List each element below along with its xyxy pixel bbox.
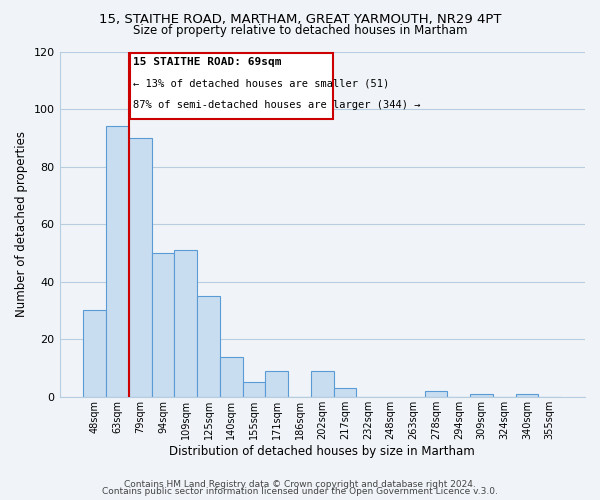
- Bar: [334, 388, 356, 397]
- Bar: [311, 371, 334, 397]
- FancyBboxPatch shape: [130, 53, 332, 119]
- Text: Contains HM Land Registry data © Crown copyright and database right 2024.: Contains HM Land Registry data © Crown c…: [124, 480, 476, 489]
- Text: 15 STAITHE ROAD: 69sqm: 15 STAITHE ROAD: 69sqm: [133, 58, 282, 68]
- Text: Size of property relative to detached houses in Martham: Size of property relative to detached ho…: [133, 24, 467, 37]
- Bar: [197, 296, 220, 397]
- X-axis label: Distribution of detached houses by size in Martham: Distribution of detached houses by size …: [169, 444, 475, 458]
- Y-axis label: Number of detached properties: Number of detached properties: [15, 131, 28, 317]
- Bar: [175, 250, 197, 397]
- Bar: [470, 394, 493, 397]
- Text: 15, STAITHE ROAD, MARTHAM, GREAT YARMOUTH, NR29 4PT: 15, STAITHE ROAD, MARTHAM, GREAT YARMOUT…: [99, 12, 501, 26]
- Bar: [425, 391, 448, 397]
- Bar: [515, 394, 538, 397]
- Text: ← 13% of detached houses are smaller (51): ← 13% of detached houses are smaller (51…: [133, 79, 390, 89]
- Bar: [152, 253, 175, 397]
- Bar: [220, 356, 242, 397]
- Bar: [83, 310, 106, 397]
- Bar: [129, 138, 152, 397]
- Bar: [265, 371, 288, 397]
- Text: Contains public sector information licensed under the Open Government Licence v.: Contains public sector information licen…: [102, 488, 498, 496]
- Text: 87% of semi-detached houses are larger (344) →: 87% of semi-detached houses are larger (…: [133, 100, 421, 110]
- Bar: [242, 382, 265, 397]
- Bar: [106, 126, 129, 397]
